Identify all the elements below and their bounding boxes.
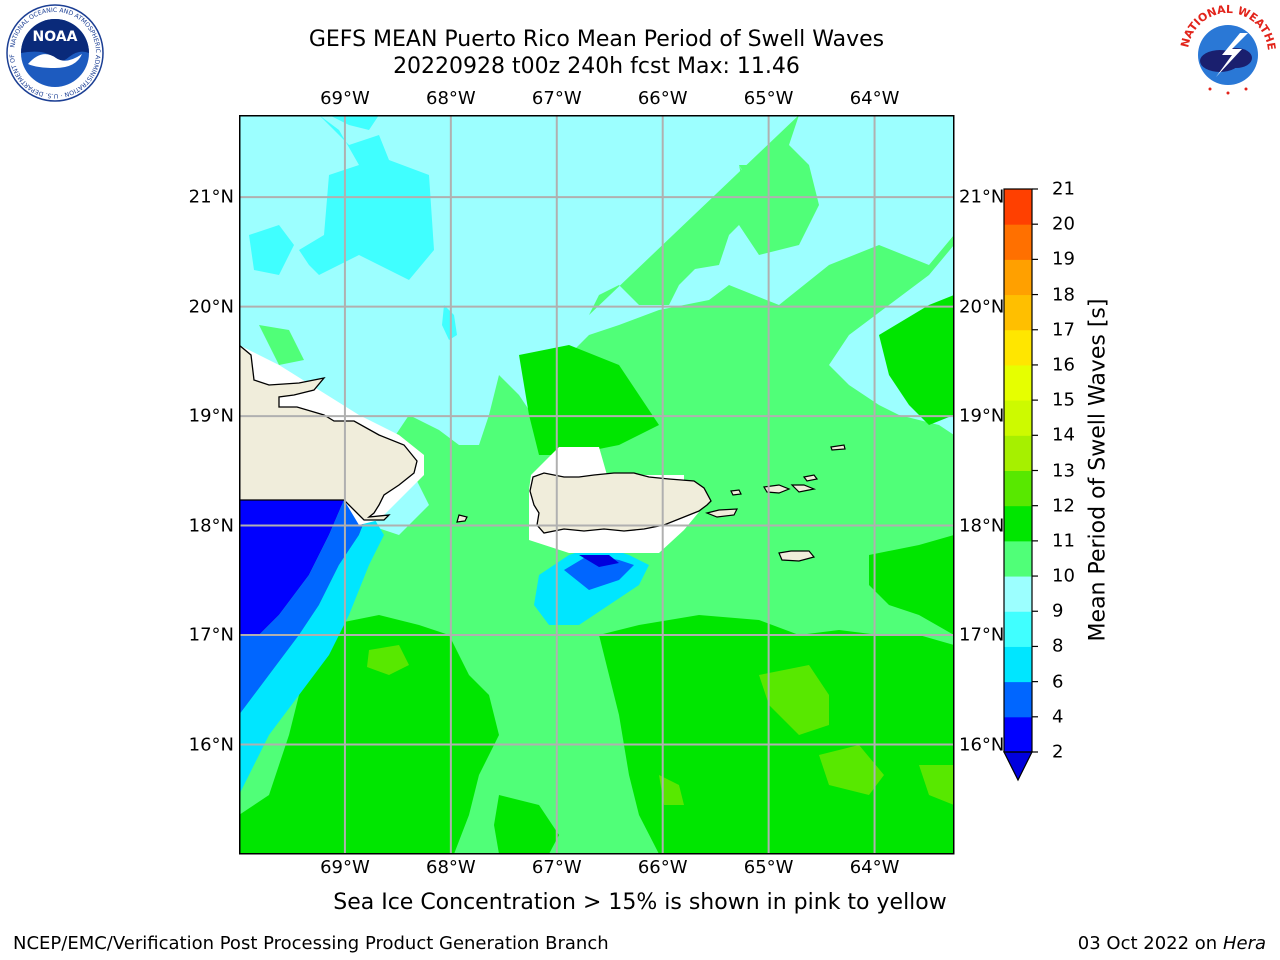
colorbar-swatch bbox=[1004, 259, 1032, 296]
colorbar-swatch bbox=[1004, 540, 1032, 577]
colorbar-level-label: 16 bbox=[1052, 354, 1075, 376]
nws-logo: NATIONAL WEATHER SERVICE bbox=[1178, 3, 1278, 101]
colorbar-level-label: 6 bbox=[1052, 671, 1064, 693]
lat-tick-right: 16°N bbox=[959, 734, 1005, 756]
colorbar-extend-triangle bbox=[1003, 751, 1033, 782]
colorbar-level-label: 14 bbox=[1052, 424, 1075, 446]
culebra-island bbox=[730, 489, 742, 496]
footer-date: 03 Oct 2022 on Hera bbox=[1078, 933, 1266, 954]
lon-tick-bot: 65°W bbox=[743, 857, 794, 878]
lat-tick-left: 18°N bbox=[188, 515, 234, 537]
map-frame bbox=[239, 115, 955, 855]
colorbar-level-label: 21 bbox=[1052, 178, 1075, 200]
puerto-rico-land bbox=[529, 472, 712, 534]
lat-tick-left: 21°N bbox=[188, 186, 234, 208]
swell-contour-11s bbox=[367, 645, 954, 805]
colorbar-swatch bbox=[1004, 364, 1032, 401]
colorbar-swatch bbox=[1004, 400, 1032, 436]
colorbar-swatch bbox=[1004, 224, 1032, 260]
colorbar-swatch bbox=[1004, 329, 1032, 366]
mona-island bbox=[456, 514, 468, 523]
colorbar-level-label: 17 bbox=[1052, 319, 1075, 341]
lon-tick-top: 66°W bbox=[637, 88, 688, 109]
colorbar-level-label: 18 bbox=[1052, 284, 1075, 306]
colorbar bbox=[1003, 188, 1038, 782]
colorbar-level-label: 12 bbox=[1052, 495, 1075, 517]
swell-contour-4s-south bbox=[564, 555, 634, 590]
lon-tick-top: 65°W bbox=[743, 88, 794, 109]
colorbar-swatch bbox=[1004, 470, 1032, 507]
st-thomas-island bbox=[763, 484, 791, 494]
lon-tick-bot: 64°W bbox=[849, 857, 900, 878]
lat-tick-left: 17°N bbox=[188, 624, 234, 646]
swell-contour-2s bbox=[239, 500, 344, 635]
lon-tick-top: 69°W bbox=[320, 88, 370, 109]
anegada-island bbox=[830, 444, 846, 451]
footer-branch: NCEP/EMC/Verification Post Processing Pr… bbox=[13, 933, 609, 954]
colorbar-level-label: 10 bbox=[1052, 565, 1075, 587]
chart-title: GEFS MEAN Puerto Rico Mean Period of Swe… bbox=[308, 27, 885, 52]
colorbar-level-label: 4 bbox=[1052, 706, 1064, 728]
vieques-island bbox=[705, 508, 738, 518]
map-gridlines bbox=[239, 115, 954, 854]
lat-tick-right: 19°N bbox=[959, 405, 1005, 427]
swell-period-map bbox=[239, 115, 955, 855]
lat-tick-left: 16°N bbox=[188, 734, 234, 756]
hispaniola-land bbox=[239, 344, 418, 521]
colorbar-swatch bbox=[1004, 435, 1032, 471]
lat-tick-right: 17°N bbox=[959, 624, 1005, 646]
lon-tick-top: 64°W bbox=[849, 88, 900, 109]
virgin-gorda-island bbox=[802, 474, 819, 482]
colorbar-swatch bbox=[1004, 505, 1032, 542]
colorbar-level-label: 11 bbox=[1052, 530, 1075, 552]
st-croix-island bbox=[778, 550, 816, 562]
colorbar-level-label: 9 bbox=[1052, 600, 1064, 622]
colorbar-title: Mean Period of Swell Waves [s] bbox=[1085, 298, 1111, 642]
colorbar-swatch bbox=[1004, 611, 1032, 647]
sea-ice-note: Sea Ice Concentration > 15% is shown in … bbox=[333, 890, 947, 915]
lon-tick-bot: 67°W bbox=[531, 857, 582, 878]
swell-contour-4s bbox=[239, 500, 369, 715]
footer-date-text: 03 Oct 2022 on bbox=[1077, 933, 1218, 954]
tortola-island bbox=[790, 484, 817, 493]
colorbar-level-label: 13 bbox=[1052, 460, 1075, 481]
chart-subtitle: 20220928 t00z 240h fcst Max: 11.46 bbox=[393, 54, 800, 79]
lat-tick-left: 20°N bbox=[188, 296, 234, 318]
noaa-logo: NATIONAL OCEANIC AND ATMOSPHERIC ADMINIS… bbox=[6, 4, 104, 102]
colorbar-level-label: 15 bbox=[1052, 389, 1075, 411]
lon-tick-top: 68°W bbox=[425, 88, 476, 109]
footer-machine: Hera bbox=[1222, 933, 1266, 954]
colorbar-level-label: 19 bbox=[1052, 248, 1075, 270]
lon-tick-bot: 68°W bbox=[425, 857, 476, 878]
swell-contour-2s-south bbox=[579, 555, 619, 567]
colorbar-swatch bbox=[1004, 646, 1032, 683]
colorbar-swatch bbox=[1004, 576, 1032, 612]
colorbar-swatch bbox=[1004, 189, 1032, 225]
colorbar-level-label: 8 bbox=[1052, 635, 1064, 657]
lat-tick-right: 21°N bbox=[959, 186, 1005, 208]
colorbar-swatch bbox=[1004, 716, 1032, 753]
colorbar-level-label: 20 bbox=[1052, 213, 1075, 235]
swell-contour-6s bbox=[239, 510, 384, 795]
colorbar-swatch bbox=[1004, 681, 1032, 718]
lat-tick-right: 18°N bbox=[959, 515, 1005, 537]
lat-tick-right: 20°N bbox=[959, 296, 1005, 318]
lon-tick-bot: 69°W bbox=[320, 857, 370, 878]
noaa-logo-text: NOAA bbox=[33, 29, 78, 45]
colorbar-level-label: 2 bbox=[1052, 741, 1064, 763]
lon-tick-bot: 66°W bbox=[637, 857, 688, 878]
lon-tick-top: 67°W bbox=[531, 88, 582, 109]
colorbar-swatch bbox=[1004, 294, 1032, 331]
lat-tick-left: 19°N bbox=[188, 405, 234, 427]
